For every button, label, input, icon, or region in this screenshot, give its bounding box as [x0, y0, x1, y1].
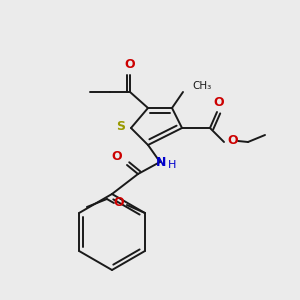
Text: N: N — [156, 157, 166, 169]
Text: S: S — [116, 121, 125, 134]
Text: O: O — [214, 97, 224, 110]
Text: O: O — [114, 196, 124, 209]
Text: H: H — [168, 160, 176, 170]
Text: O: O — [112, 151, 122, 164]
Text: O: O — [125, 58, 135, 71]
Text: O: O — [228, 134, 238, 146]
Text: CH₃: CH₃ — [192, 81, 211, 91]
